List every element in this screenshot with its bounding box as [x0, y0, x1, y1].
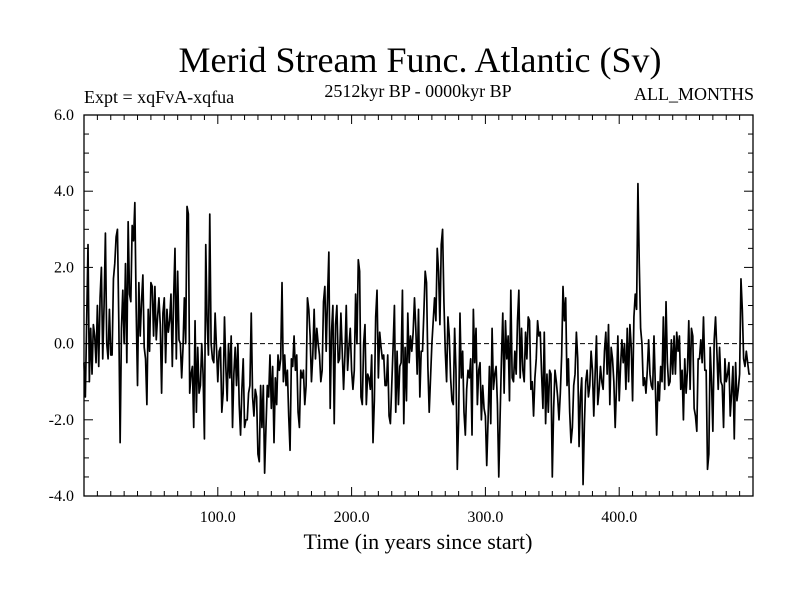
y-tick-label: 4.0 — [54, 183, 74, 200]
axis-tick-labels: 100.0 200.0 300.0 400.0 6.0 4.0 2.0 0.0 -2.0 -4.0 — [49, 107, 638, 526]
series-line-0 — [83, 182, 751, 486]
x-tick-label: 300.0 — [467, 509, 503, 526]
y-tick-label: 0.0 — [54, 336, 74, 353]
chart-title: Merid Stream Func. Atlantic (Sv) — [179, 40, 662, 80]
x-axis-label: Time (in years since start) — [304, 529, 533, 554]
y-tick-label: 2.0 — [54, 259, 74, 276]
x-tick-label: 400.0 — [601, 509, 637, 526]
y-tick-label: -4.0 — [49, 488, 74, 505]
plot-frame — [83, 114, 754, 497]
months-label: ALL_MONTHS — [634, 84, 754, 104]
x-tick-label: 100.0 — [200, 509, 236, 526]
y-tick-label: 6.0 — [54, 107, 74, 124]
experiment-label: Expt = xqFvA-xqfua — [84, 87, 234, 107]
x-tick-label: 200.0 — [334, 509, 370, 526]
y-tick-label: -2.0 — [49, 412, 74, 429]
period-label: 2512kyr BP - 0000kyr BP — [324, 81, 511, 101]
series-group — [83, 182, 751, 486]
